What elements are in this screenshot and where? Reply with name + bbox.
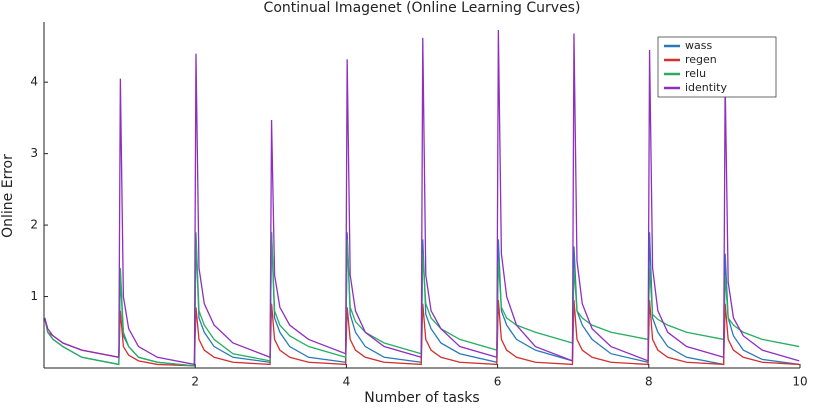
x-tick-label: 6: [494, 375, 502, 389]
y-tick-label: 3: [30, 146, 38, 160]
series-line: [44, 29, 800, 366]
y-tick-label: 2: [30, 218, 38, 232]
x-tick-label: 2: [191, 375, 199, 389]
x-axis-label: Number of tasks: [364, 390, 479, 406]
y-axis-label: Online Error: [0, 154, 16, 238]
legend-label: wass: [685, 39, 712, 52]
x-tick-label: 10: [792, 375, 807, 389]
x-tick-label: 4: [343, 375, 351, 389]
plot-area: [44, 29, 800, 367]
x-tick-label: 8: [645, 375, 653, 389]
legend-label: identity: [685, 81, 727, 94]
y-tick-label: 1: [30, 289, 38, 303]
legend-label: regen: [685, 53, 717, 66]
y-tick-label: 4: [30, 75, 38, 89]
chart-title: Continual Imagenet (Online Learning Curv…: [264, 0, 581, 16]
legend-label: relu: [685, 67, 706, 80]
